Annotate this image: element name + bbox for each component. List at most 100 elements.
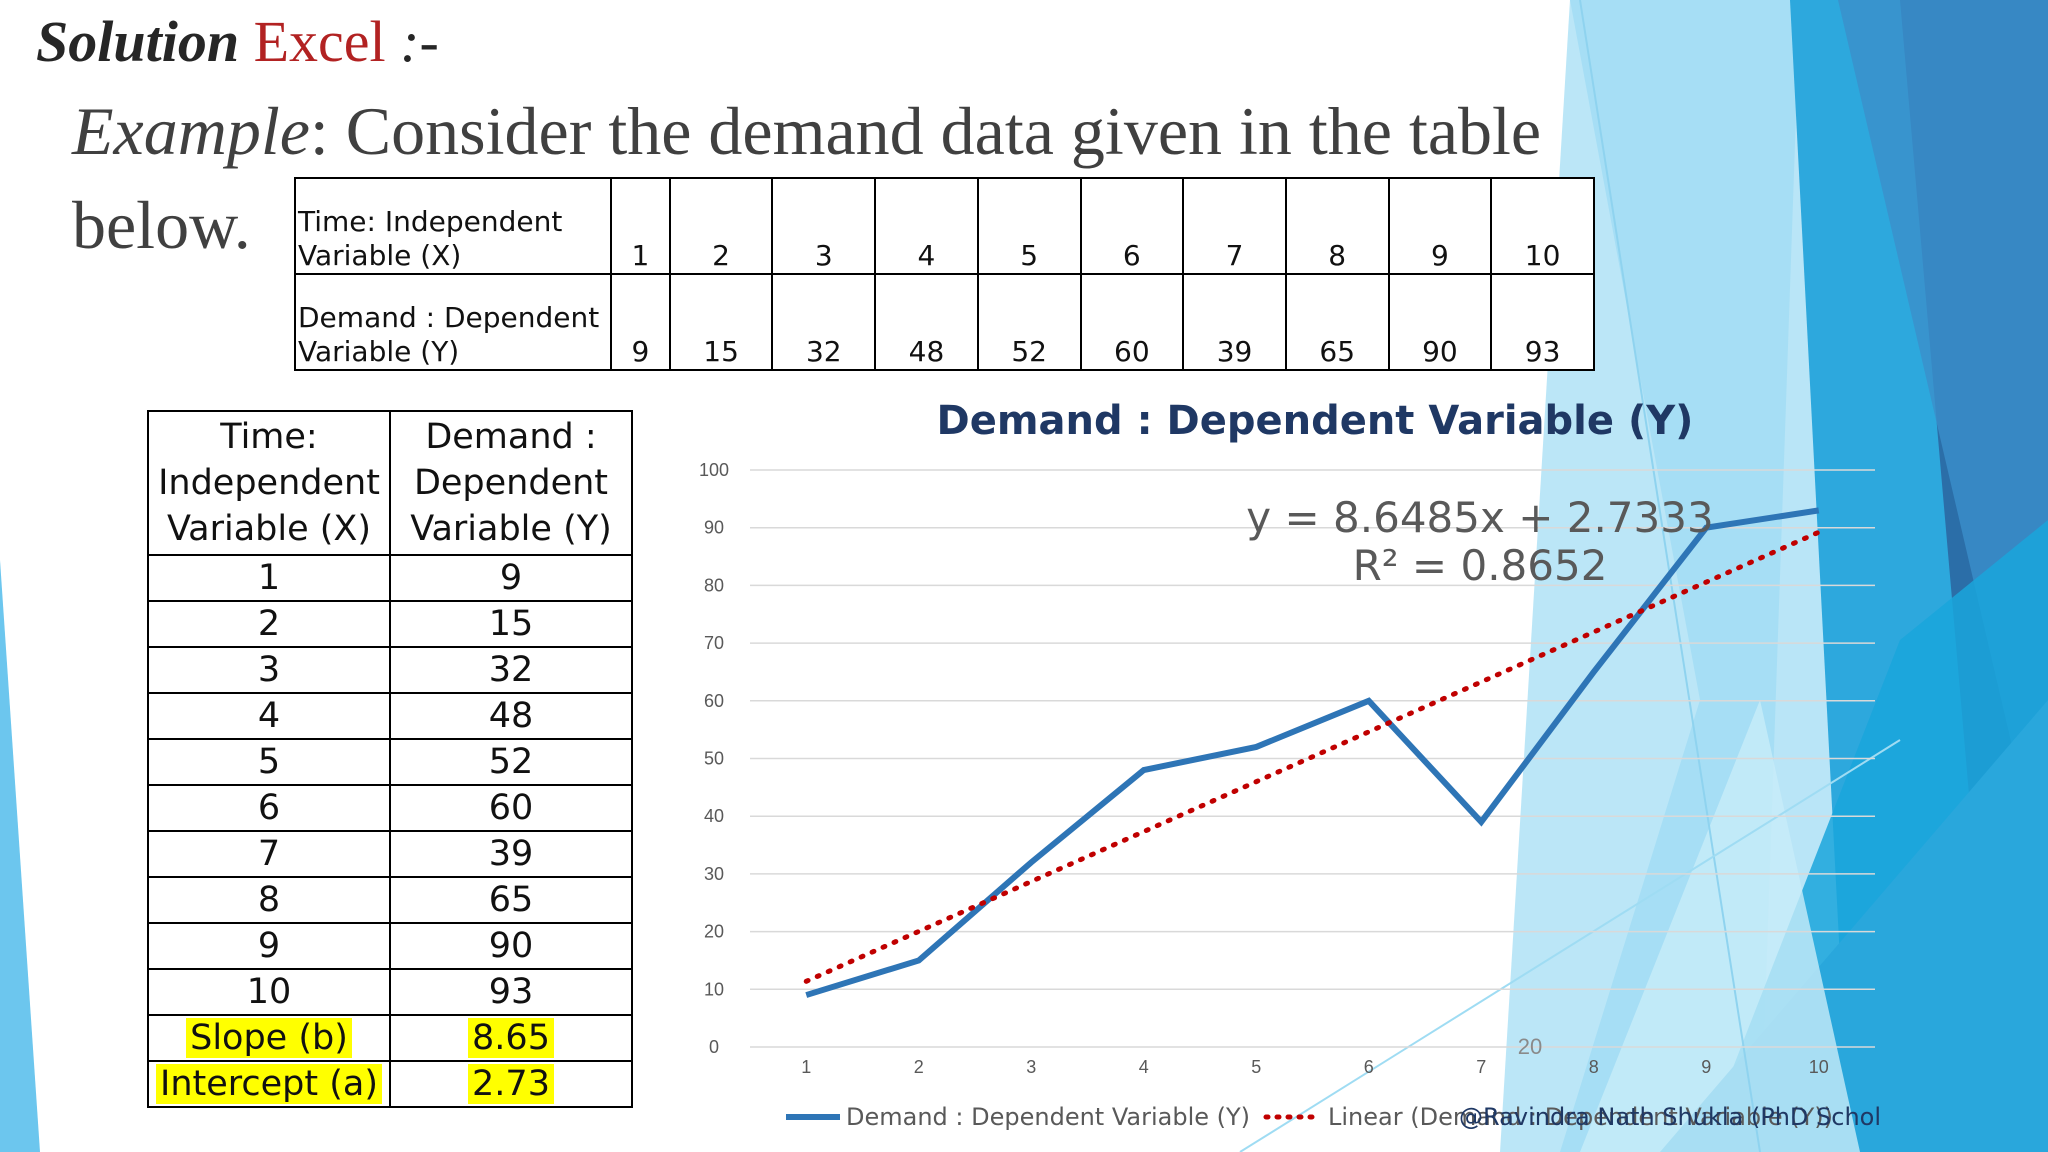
x-tick-label: 5 <box>1251 1057 1261 1077</box>
table-row-y: Demand : Dependent Variable (Y) 9 15 32 … <box>294 273 1595 371</box>
table-cell: 9 <box>1387 177 1493 275</box>
intercept-label: Intercept (a) <box>156 1064 382 1104</box>
cell-demand: 48 <box>389 692 633 740</box>
table-cell: 2 <box>668 177 774 275</box>
heading-solution: Solution <box>36 9 240 74</box>
y-tick-label: 40 <box>704 806 724 826</box>
table-row: 9 90 <box>147 922 633 970</box>
cell-time: 8 <box>147 876 391 924</box>
cell-demand: 39 <box>389 830 633 878</box>
cell-time: 7 <box>147 830 391 878</box>
table-cell: 6 <box>1079 177 1185 275</box>
footer-credit: @Ravindra Nath Shukla (PhD Scholar) ABV-… <box>1459 1103 1880 1131</box>
heading-suffix: :- <box>400 9 439 74</box>
cell-demand: 65 <box>389 876 633 924</box>
cell-time: 10 <box>147 968 391 1016</box>
table-cell: 60 <box>1079 273 1185 371</box>
table-row: 10 93 <box>147 968 633 1016</box>
table-cell: 52 <box>976 273 1082 371</box>
cell-demand: 60 <box>389 784 633 832</box>
example-below: below. <box>72 187 251 263</box>
intercept-value: 2.73 <box>468 1064 554 1104</box>
y-tick-label: 20 <box>704 922 724 942</box>
cell-time: 9 <box>147 922 391 970</box>
cell-demand: 93 <box>389 968 633 1016</box>
y-tick-label: 0 <box>709 1037 719 1057</box>
x-tick-label: 6 <box>1364 1057 1374 1077</box>
table-cell: 39 <box>1182 273 1287 371</box>
x-tick-label: 1 <box>801 1057 811 1077</box>
chart-title: Demand : Dependent Variable (Y) <box>937 398 1694 444</box>
trendline-linear <box>803 529 1822 984</box>
header-y: Demand : Dependent Variable (Y) <box>389 410 633 556</box>
table-row: 3 32 <box>147 646 633 694</box>
slope-row: Slope (b) 8.65 <box>147 1014 633 1062</box>
header-x: Time: Independent Variable (X) <box>147 410 391 556</box>
table-cell: 48 <box>874 273 979 371</box>
x-tick-label: 2 <box>914 1057 924 1077</box>
y-tick-label: 30 <box>704 864 724 884</box>
intercept-row: Intercept (a) 2.73 <box>147 1060 633 1108</box>
example-text: Example: Consider the demand data given … <box>72 92 1541 171</box>
x-tick-label: 10 <box>1809 1057 1829 1077</box>
y-tick-label: 80 <box>704 575 724 595</box>
table-row: 7 39 <box>147 830 633 878</box>
y-tick-label: 100 <box>699 460 729 480</box>
table-cell: 3 <box>771 177 877 275</box>
table-cell: 90 <box>1387 273 1493 371</box>
data-table-horizontal: Time: Independent Variable (X) 1 2 3 4 5… <box>294 177 1595 371</box>
line-chart: Demand : Dependent Variable (Y) 0 10 20 30 40… <box>699 398 1880 1131</box>
heading-excel: Excel <box>253 9 386 74</box>
cell-demand: 9 <box>389 554 633 602</box>
cell-time: 2 <box>147 600 391 648</box>
table-header-row: Time: Independent Variable (X) Demand : … <box>147 410 633 556</box>
table-row: 5 52 <box>147 738 633 786</box>
table-row: 6 60 <box>147 784 633 832</box>
x-tick-label: 8 <box>1589 1057 1599 1077</box>
table-cell: 93 <box>1490 273 1595 371</box>
example-sentence: : Consider the demand data given in the … <box>309 93 1542 169</box>
x-tick-label: 9 <box>1701 1057 1711 1077</box>
table-row: 4 48 <box>147 692 633 740</box>
cell-demand: 32 <box>389 646 633 694</box>
cell-time: 6 <box>147 784 391 832</box>
table-cell: 10 <box>1490 177 1595 275</box>
table-row-x: Time: Independent Variable (X) 1 2 3 4 5… <box>294 177 1595 275</box>
cell-time: 4 <box>147 692 391 740</box>
table-cell: 8 <box>1284 177 1390 275</box>
y-tick-label: 50 <box>704 749 724 769</box>
table-cell: 65 <box>1284 273 1390 371</box>
y-tick-label: 10 <box>704 979 724 999</box>
y-tick-label: 60 <box>704 691 724 711</box>
x-tick-label: 4 <box>1139 1057 1149 1077</box>
cell-time: 3 <box>147 646 391 694</box>
legend-label-trendline: Linear (Demand : Dependent Variable (Y)) <box>1328 1103 1833 1131</box>
x-tick-label: 7 <box>1476 1057 1486 1077</box>
y-tick-label: 70 <box>704 633 724 653</box>
table-cell: 15 <box>668 273 774 371</box>
legend-label-demand: Demand : Dependent Variable (Y) <box>846 1103 1250 1131</box>
r-squared: R² = 0.8652 <box>1353 541 1608 590</box>
trendline-equation: y = 8.6485x + 2.7333 <box>1246 493 1713 542</box>
table-cell: 7 <box>1182 177 1287 275</box>
x-tick-label: 3 <box>1026 1057 1036 1077</box>
slide-heading: Solution Excel :- <box>36 8 439 75</box>
y-tick-label: 90 <box>704 518 724 538</box>
page-number: 20 <box>1518 1034 1542 1059</box>
cell-time: 1 <box>147 554 391 602</box>
table-row: 2 15 <box>147 600 633 648</box>
table-cell: 5 <box>976 177 1082 275</box>
cell-demand: 52 <box>389 738 633 786</box>
slope-value: 8.65 <box>468 1018 554 1058</box>
cell-demand: 15 <box>389 600 633 648</box>
table-cell: 32 <box>771 273 877 371</box>
table-cell: 1 <box>610 177 671 275</box>
series-line-demand <box>805 507 1820 998</box>
table-cell: 4 <box>874 177 979 275</box>
example-label: Example <box>72 93 310 169</box>
cell-demand: 90 <box>389 922 633 970</box>
row-label-y: Demand : Dependent Variable (Y) <box>294 273 612 371</box>
slope-label: Slope (b) <box>186 1018 352 1058</box>
data-table-vertical: Time: Independent Variable (X) Demand : … <box>147 410 633 1108</box>
